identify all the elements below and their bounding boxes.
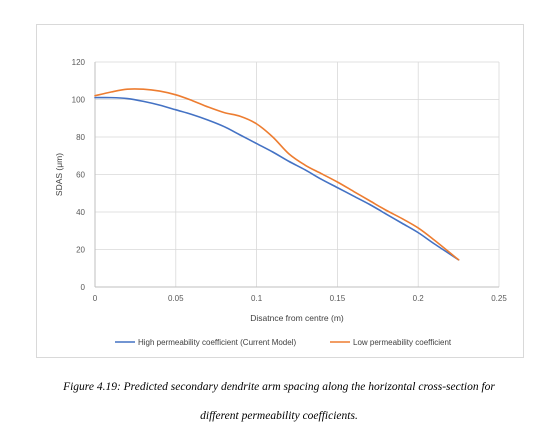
x-tick-label: 0.2 [413,294,425,303]
grid-lines [95,61,500,287]
x-tick-label: 0.15 [330,294,346,303]
y-tick-label: 40 [76,208,85,217]
y-tick-label: 60 [76,171,85,180]
y-tick-labels: 0 20 40 60 80 100 120 [72,58,86,292]
x-tick-labels: 0 0.05 0.1 0.15 0.2 0.25 [93,294,508,303]
y-tick-label: 100 [72,96,86,105]
x-tick-label: 0.05 [168,294,184,303]
x-axis-title: Disatnce from centre (m) [250,313,344,323]
y-tick-label: 0 [81,283,86,292]
legend-label-1: High permeability coefficient (Current M… [138,338,296,347]
legend-label-2: Low permeability coefficient [353,338,452,347]
figure-caption-line-2: different permeability coefficients. [200,410,358,422]
series-lines [94,88,460,261]
series-line-2 [94,88,460,261]
chart-frame: 0 0.05 0.1 0.15 0.2 0.25 0 20 40 60 80 100 120 Disa… [36,24,524,358]
y-tick-label: 120 [72,58,86,67]
x-tick-label: 0.1 [251,294,263,303]
series-line-1 [94,96,460,261]
y-axis-title: SDAS (μm) [54,153,64,196]
figure-caption-line-1: Figure 4.19: Predicted secondary dendrit… [63,381,495,393]
legend: High permeability coefficient (Current M… [115,338,452,347]
y-tick-label: 80 [76,133,85,142]
x-tick-label: 0.25 [491,294,507,303]
line-chart: 0 0.05 0.1 0.15 0.2 0.25 0 20 40 60 80 100 120 Disa… [54,58,508,347]
x-tick-label: 0 [93,294,98,303]
y-tick-label: 20 [76,246,85,255]
axes [94,62,499,288]
